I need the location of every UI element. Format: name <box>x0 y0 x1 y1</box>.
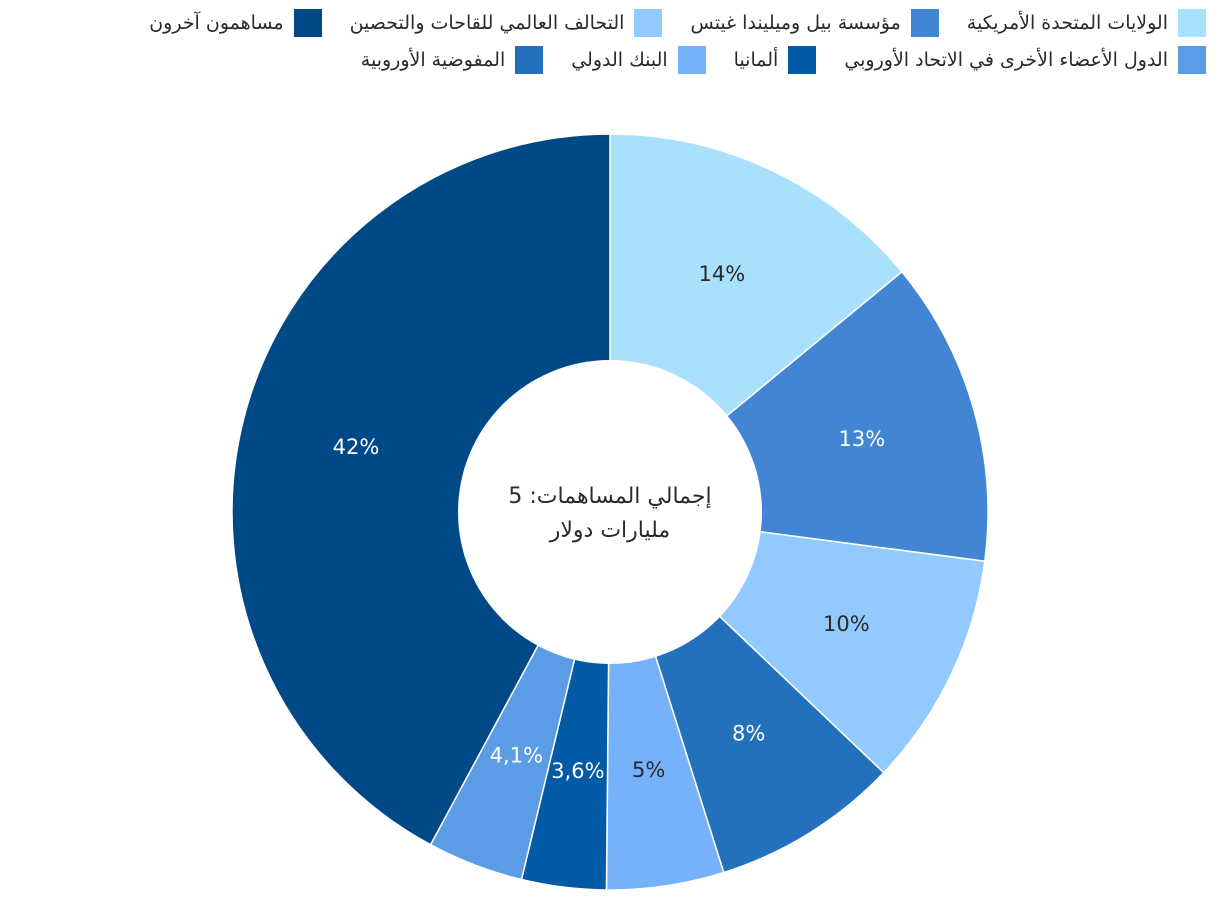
legend-swatch <box>515 46 544 74</box>
center-label-line1: إجمالي المساهمات: 5 <box>508 484 711 509</box>
legend-item: التحالف العالمي للقاحات والتحصين <box>350 8 663 38</box>
legend-item: المفوضية الأوروبية <box>360 45 544 75</box>
legend-item: الدول الأعضاء الأخرى في الاتحاد الأوروبي <box>844 45 1206 75</box>
legend-label: التحالف العالمي للقاحات والتحصين <box>349 12 625 34</box>
slice-data-label: 4,1% <box>490 744 543 768</box>
slice-data-label: 8% <box>732 721 765 745</box>
legend-swatch <box>677 46 706 74</box>
legend-label: الدول الأعضاء الأخرى في الاتحاد الأوروبي <box>844 49 1168 71</box>
legend-label: مؤسسة بيل وميليندا غيتس <box>690 12 901 34</box>
chart-legend: الولايات المتحدة الأمريكية مؤسسة بيل وميل… <box>6 8 1206 75</box>
legend-swatch <box>293 9 322 37</box>
legend-swatch <box>1178 9 1206 37</box>
legend-label: ألمانيا <box>733 49 779 71</box>
legend-item: مساهمون آخرون <box>149 8 322 38</box>
slice-data-label: 5% <box>632 758 665 782</box>
legend-label: البنك الدولي <box>571 49 668 71</box>
legend-item: ألمانيا <box>734 45 817 75</box>
slice-data-label: 42% <box>333 435 380 459</box>
legend-label: الولايات المتحدة الأمريكية <box>966 12 1168 34</box>
pie-slice <box>231 133 611 846</box>
slice-data-label: 14% <box>699 262 746 286</box>
legend-label: مساهمون آخرون <box>149 12 284 34</box>
legend-item: البنك الدولي <box>571 45 706 75</box>
legend-label: المفوضية الأوروبية <box>360 49 506 71</box>
center-label-line2: مليارات دولار <box>549 518 670 543</box>
slice-data-label: 13% <box>839 427 886 451</box>
legend-swatch <box>1178 46 1206 74</box>
slice-labels-group: 14% 13% 10% 8% 5% 3,6% 4,1% 42% <box>333 262 886 783</box>
legend-item: مؤسسة بيل وميليندا غيتس <box>690 8 939 38</box>
slice-data-label: 3,6% <box>551 759 604 783</box>
donut-hole <box>458 360 762 664</box>
legend-swatch <box>788 46 817 74</box>
legend-swatch <box>910 9 939 37</box>
legend-item: الولايات المتحدة الأمريكية <box>967 8 1206 38</box>
legend-swatch <box>634 9 663 37</box>
slice-data-label: 10% <box>823 612 870 636</box>
